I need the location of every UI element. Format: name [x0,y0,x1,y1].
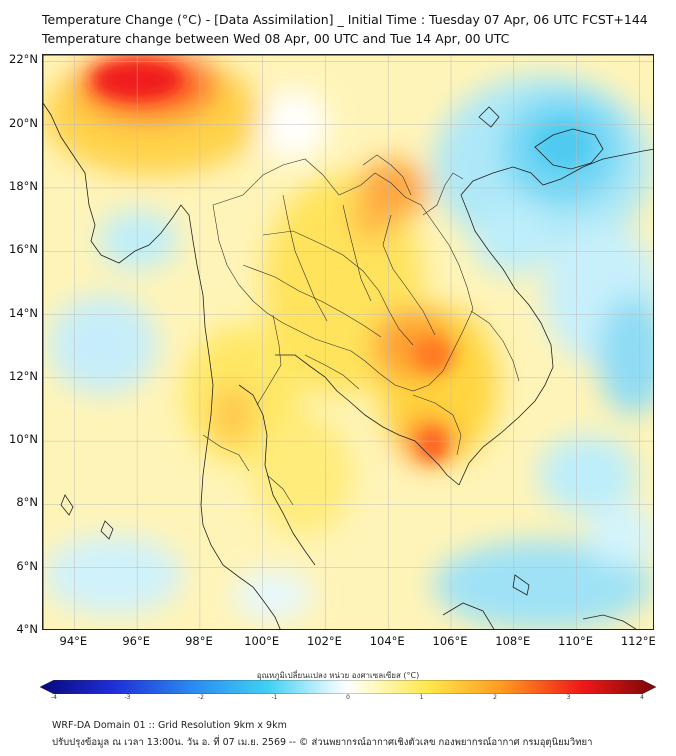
lon-label: 94°E [59,634,88,648]
colorbar [40,680,656,694]
lat-label: 4°N [16,622,38,636]
colorbar-tick-label: -1 [271,694,278,701]
lon-label: 110°E [558,634,594,648]
colorbar-tick-label: -2 [198,694,204,701]
map-gridlines [43,55,653,629]
coastlines [43,102,653,629]
lon-label: 112°E [620,634,656,648]
lat-label: 12°N [9,368,38,383]
admin-borders [202,154,520,506]
lat-label: 20°N [9,115,38,130]
lat-label: 6°N [16,558,38,573]
lon-label: 102°E [306,634,342,648]
lon-label: 100°E [244,634,280,648]
colorbar-tick-label: -3 [124,694,131,701]
lon-label: 104°E [369,634,405,648]
colorbar-tick-label: 3 [566,694,571,701]
chart-title: Temperature Change (°C) - [Data Assimila… [42,12,648,27]
chart-subtitle: Temperature change between Wed 08 Apr, 0… [42,31,510,46]
colorbar-tick-label: 0 [346,694,350,701]
colorbar-tick-label: 4 [640,694,644,701]
lat-label: 10°N [9,432,38,447]
footer-model-info: WRF-DA Domain 01 :: Grid Resolution 9km … [52,720,287,731]
map-canvas [43,55,653,629]
lat-label: 22°N [9,52,38,67]
field-hotspots [93,60,591,461]
colorbar-label: อุณหภูมิเปลี่ยนแปลง หน่วย องศาเซลเซียส (… [256,671,420,680]
footer-update-info: ปรับปรุงข้อมูล ณ เวลา 13:00น. วัน อ. ที่… [52,737,593,748]
colorbar-tick-label: 1 [419,694,424,701]
lat-label: 18°N [9,178,38,193]
lon-label: 98°E [185,634,213,648]
lon-label: 106°E [432,634,468,648]
lat-label: 8°N [16,495,38,510]
colorbar-tick-label: 2 [493,694,497,701]
lat-label: 14°N [9,305,38,320]
lon-label: 108°E [495,634,531,648]
colorbar-tick-label: -4 [51,694,57,701]
temperature-change-map [42,54,654,630]
lon-label: 96°E [122,634,150,648]
lat-label: 16°N [9,242,38,257]
